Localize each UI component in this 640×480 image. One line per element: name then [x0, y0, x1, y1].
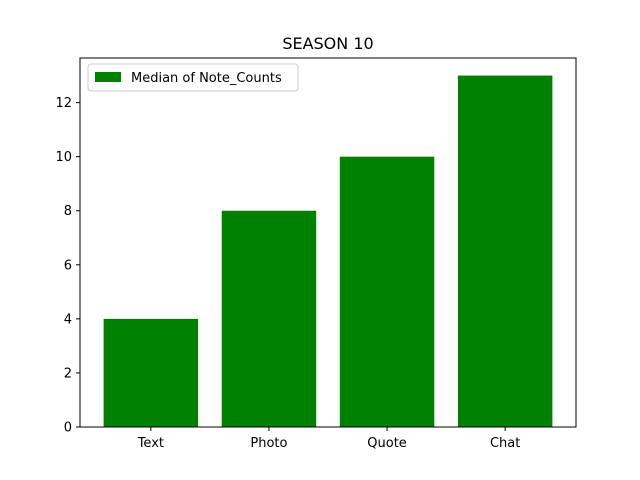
bar-photo — [221, 210, 317, 427]
x-tick-label: Chat — [490, 436, 520, 451]
axes-layer: 0 2 4 6 8 10 12 Text Photo Quote Chat — [55, 57, 577, 451]
y-tick-label: 0 — [64, 421, 72, 436]
legend: Median of Note_Counts — [87, 63, 299, 92]
legend-label: Median of Note_Counts — [131, 71, 282, 86]
bar-chat — [457, 75, 553, 427]
legend-box — [87, 63, 299, 92]
y-tick-label: 8 — [64, 204, 72, 219]
chart-title: SEASON 10 — [282, 34, 373, 53]
x-tick-label: Text — [137, 436, 164, 451]
y-tick-label: 2 — [64, 366, 72, 381]
y-tick-label: 10 — [55, 150, 72, 165]
axes-frame — [79, 57, 577, 428]
y-tick-label: 4 — [64, 312, 72, 327]
bar-text — [103, 318, 199, 427]
bar-quote — [339, 156, 435, 428]
y-tick-label: 6 — [64, 258, 72, 273]
bars-layer — [103, 75, 553, 428]
y-tick-label: 12 — [55, 96, 72, 111]
x-tick-label: Quote — [367, 436, 407, 451]
legend-swatch — [95, 72, 121, 82]
x-tick-label: Photo — [250, 436, 287, 451]
